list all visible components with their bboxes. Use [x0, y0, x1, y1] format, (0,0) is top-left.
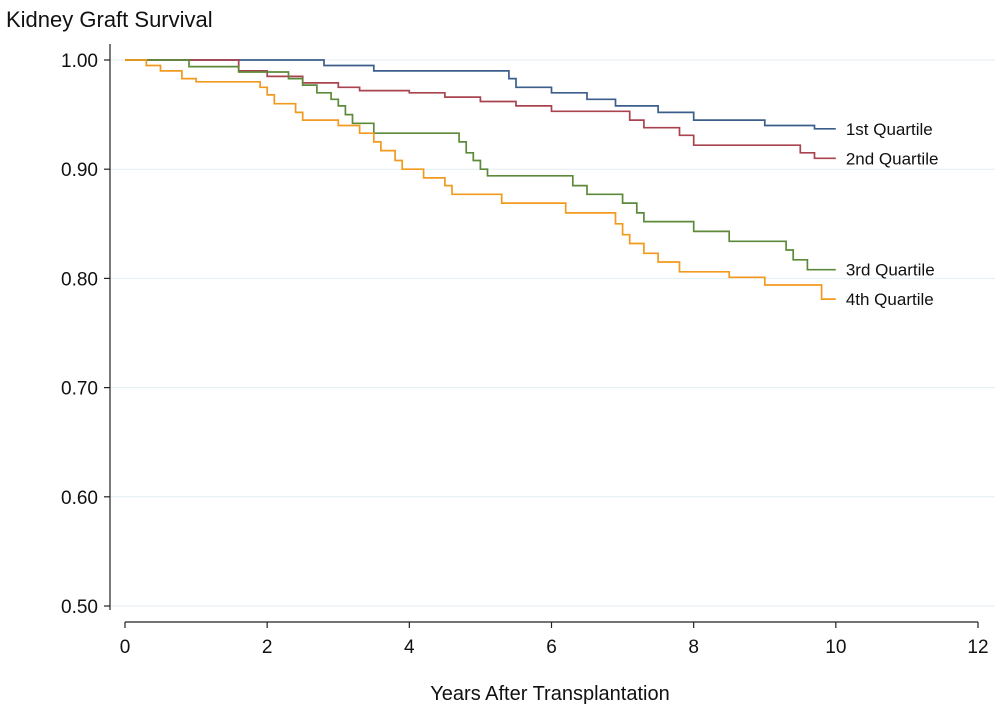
y-tick-label: 0.60 — [61, 488, 98, 509]
gridlines — [110, 59, 995, 607]
x-tick-label: 2 — [262, 637, 273, 658]
x-tick-label: 8 — [688, 637, 699, 658]
series-label-3rd-quartile: 3rd Quartile — [846, 261, 935, 280]
series-label-4th-quartile: 4th Quartile — [846, 290, 934, 309]
series-line-1st-quartile — [125, 59, 836, 130]
y-tick-label: 1.00 — [61, 51, 98, 72]
series-line-4th-quartile — [125, 59, 836, 300]
x-tick-label: 12 — [967, 637, 988, 658]
y-tick-label: 0.90 — [61, 160, 98, 181]
x-axis-title: Years After Transplantation — [430, 683, 669, 705]
x-tick-label: 10 — [825, 637, 846, 658]
series-curves: 1st Quartile 2nd Quartile 3rd Quartile 4th … — [125, 59, 939, 309]
series-label-1st-quartile: 1st Quartile — [846, 120, 933, 139]
series-line-2nd-quartile — [125, 59, 836, 160]
chart-title: Kidney Graft Survival — [6, 7, 213, 32]
y-tick-label: 0.70 — [61, 379, 98, 400]
series-line-3rd-quartile — [125, 59, 836, 271]
x-tick-label: 6 — [546, 637, 557, 658]
axes: 0.50 0.60 0.70 0.80 0.90 1.00 0 2 4 6 8 10 12 — [61, 44, 989, 658]
x-tick-label: 4 — [404, 637, 415, 658]
series-label-2nd-quartile: 2nd Quartile — [846, 149, 939, 168]
y-tick-label: 0.50 — [61, 597, 98, 618]
y-tick-label: 0.80 — [61, 269, 98, 290]
x-tick-label: 0 — [120, 637, 131, 658]
